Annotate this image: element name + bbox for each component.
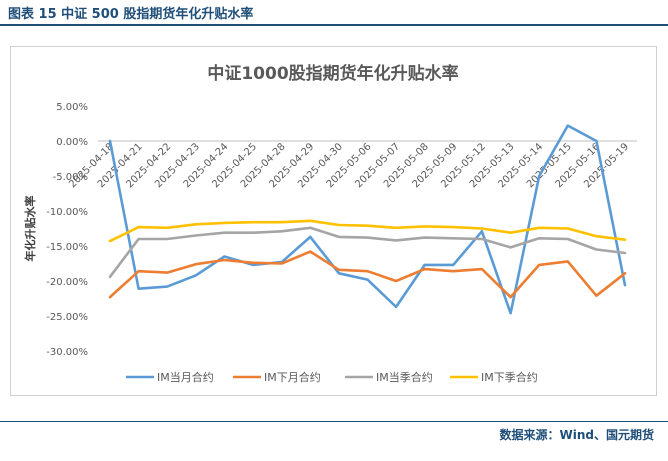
y-tick-label: -15.00% bbox=[46, 242, 88, 253]
y-tick-label: 0.00% bbox=[56, 137, 88, 148]
source-note: 数据来源：Wind、国元期货 bbox=[499, 428, 654, 442]
caption-rule bbox=[0, 24, 668, 26]
legend-label: IM下季合约 bbox=[481, 370, 538, 384]
x-tick-labels: 2025-04-182025-04-212025-04-222025-04-23… bbox=[67, 141, 631, 190]
chart-title: 中证1000股指期货年化升贴水率 bbox=[207, 63, 458, 84]
series-line-1 bbox=[108, 124, 627, 315]
legend-label: IM当月合约 bbox=[157, 370, 214, 384]
legend-label: IM当季合约 bbox=[376, 370, 433, 384]
y-tick-label: -25.00% bbox=[46, 312, 88, 323]
y-axis-label: 年化升贴水率 bbox=[23, 196, 37, 262]
y-tick-label: -10.00% bbox=[46, 207, 88, 218]
source-rule bbox=[0, 421, 668, 422]
chart-frame: 中证1000股指期货年化升贴水率 年化升贴水率 5.00% 0.00% -5.00%… bbox=[10, 46, 657, 396]
y-tick-label: -30.00% bbox=[46, 347, 88, 358]
legend: IM当月合约 IM下月合约 IM当季合约 IM下季合约 bbox=[126, 370, 538, 384]
series-line-2 bbox=[108, 250, 627, 299]
y-tick-label: -20.00% bbox=[46, 277, 88, 288]
chart-svg: 中证1000股指期货年化升贴水率 年化升贴水率 5.00% 0.00% -5.00%… bbox=[23, 63, 637, 384]
legend-label: IM下月合约 bbox=[264, 370, 321, 384]
y-tick-labels: 5.00% 0.00% -5.00% -10.00% -15.00% -20.00% -25… bbox=[46, 102, 88, 358]
figure-caption: 图表 15 中证 500 股指期货年化升贴水率 bbox=[8, 7, 254, 22]
series-line-3 bbox=[108, 226, 627, 279]
y-tick-label: -5.00% bbox=[53, 172, 88, 183]
series-line-4 bbox=[108, 219, 627, 243]
series-lines bbox=[108, 124, 627, 315]
y-tick-label: 5.00% bbox=[56, 102, 88, 113]
